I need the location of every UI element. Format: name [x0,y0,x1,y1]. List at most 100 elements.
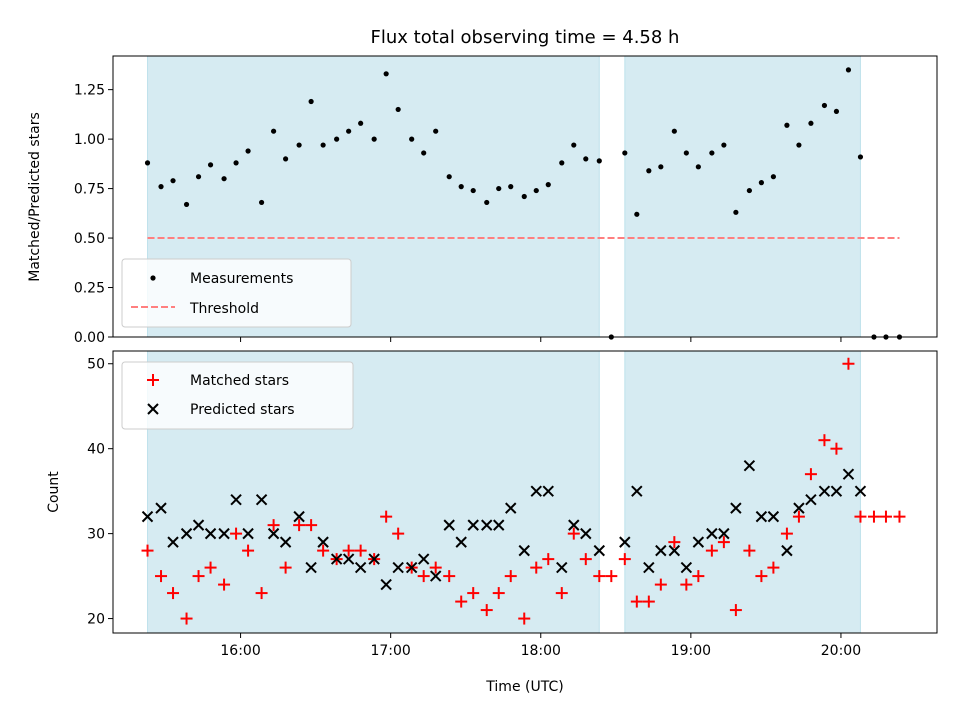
predicted-stars-point [267,527,280,540]
measurement-point [559,160,565,166]
measurement-point [207,162,214,168]
measurement-point [409,136,415,142]
predicted-stars-point [706,527,718,540]
x-tick-label: 18:00 [521,643,561,659]
matched-stars-point [717,536,730,549]
threshold-legend-label: Threshold [189,301,259,317]
observing-interval-2 [624,55,861,338]
count-legend: Matched stars Predicted stars [121,361,354,430]
measurement-point [170,178,176,184]
y-tick-label: 0.00 [74,330,105,346]
measurement-point [158,184,164,190]
measurement-point [195,174,202,180]
measurement-point [346,128,352,134]
matched-stars-point [267,519,280,532]
predicted-stars-point [854,485,867,497]
matched-stars-point [668,536,681,549]
predicted-stars-point [417,553,430,565]
matched-stars-point [755,570,768,583]
measurement-point [221,176,227,182]
measurement-point [458,184,464,190]
predicted-stars-point [218,527,230,540]
measurement-point [245,148,251,154]
matched-stars-point [842,357,855,370]
matched-stars-point [854,510,867,523]
predicted-stars-point [481,519,493,531]
matched-stars-point [893,510,906,523]
predicted-stars-point [568,519,580,531]
matched-stars-point [780,527,793,540]
matched-stars-point [279,561,292,574]
matched-stars-point [443,570,456,583]
measurements-legend-label: Measurements [190,271,293,287]
predicted-stars-point [192,519,205,531]
matched-stars-point [630,595,643,608]
measurement-point [746,187,752,194]
matched-stars-legend-label: Matched stars [190,373,289,389]
measurement-point [583,156,589,162]
measurement-point [646,168,652,174]
ratio-legend: Measurements Threshold [121,258,352,328]
ratio-plot-frame [112,55,938,338]
y-tick-label: 0.75 [74,182,105,198]
measurement-point [596,158,602,164]
predicted-stars-point [392,561,404,574]
matched-stars-point [593,570,606,583]
y-tick-label: 0.25 [74,281,105,297]
matched-stars-point [467,587,480,600]
matched-stars-point [618,553,631,566]
measurement-point [358,120,364,126]
measurement-point [446,174,452,180]
measurement-point [545,182,551,188]
measurement-point [296,142,302,148]
matched-stars-point [218,578,231,591]
matched-stars-point [242,544,255,557]
measurement-point [383,71,389,77]
predicted-stars-point [505,502,517,514]
measurement-point [733,209,739,215]
ratio-legend-box [121,258,352,328]
y-tick-label: 30 [87,527,105,543]
matched-stars-point [518,612,531,625]
matched-stars-point [392,527,405,540]
measurement-point [421,150,427,156]
predicted-stars-point [680,561,693,574]
predicted-stars-point [180,527,193,540]
matched-stars-point [804,468,817,481]
measurement-point [695,164,701,170]
predicted-stars-point [293,510,305,523]
predicted-stars-point [380,578,392,591]
x-tick-label: 17:00 [370,643,410,659]
predicted-stars-point [692,536,705,548]
predicted-stars-legend-marker [147,403,159,415]
matched-stars-point [204,561,217,574]
matched-stars-point [155,570,168,583]
matched-stars-point [542,553,555,566]
predicted-stars-point [830,485,843,497]
y-tick-label: 1.25 [74,83,105,99]
measurement-point [758,180,764,186]
matched-stars-point [180,612,193,625]
measurement-point [334,136,340,142]
predicted-stars-point [793,502,805,514]
predicted-stars-point [643,561,655,574]
x-axis-label: Time (UTC) [485,679,563,695]
measurement-point [183,201,190,208]
y-tick-label: 0.50 [74,231,105,247]
ratio-y-axis-label: Matched/Predicted stars [27,112,43,282]
measurement-point [508,184,514,190]
matched-stars-point [380,510,393,523]
matched-stars-point [654,578,667,591]
predicted-stars-point [255,493,268,506]
matched-stars-point [530,561,543,574]
matched-stars-point [293,519,306,532]
predicted-stars-point [631,485,643,497]
predicted-stars-point [619,536,631,548]
chart-title: Flux total observing time = 4.58 h [371,27,680,48]
predicted-stars-point [405,561,418,574]
matched-stars-point [555,587,568,600]
predicted-stars-point [155,502,167,514]
matched-stars-point [504,570,517,583]
x-tick-label: 19:00 [671,643,711,659]
